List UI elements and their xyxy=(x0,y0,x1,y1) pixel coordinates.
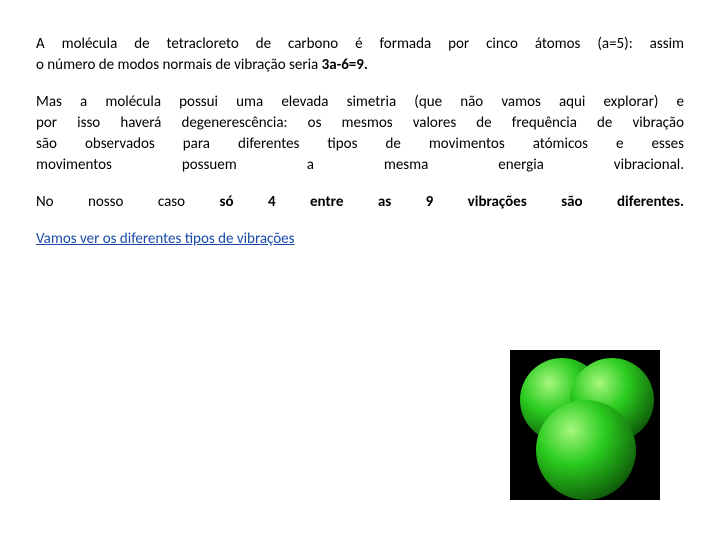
p3-line1: No nosso caso só 4 entre as 9 vibrações … xyxy=(36,192,684,213)
paragraph-1: A molécula de tetracloreto de carbono é … xyxy=(36,34,684,76)
p3-w8: vibrações xyxy=(468,192,527,213)
p2-l4-w5: vibracional. xyxy=(614,155,684,176)
vibrations-link[interactable]: Vamos ver os diferentes tipos de vibraçõ… xyxy=(36,230,295,248)
p3-w4: 4 xyxy=(268,192,276,213)
p3-w1: nosso xyxy=(88,192,123,213)
p2-l4-w0: movimentos xyxy=(36,155,112,176)
p3-w2: caso xyxy=(158,192,185,213)
p3-w0: No xyxy=(36,192,54,213)
p3-w5: entre xyxy=(310,192,343,213)
paragraph-link: Vamos ver os diferentes tipos de vibraçõ… xyxy=(36,229,684,250)
p2-l4-w1: possuem xyxy=(182,155,237,176)
p1-line1: A molécula de tetracloreto de carbono é … xyxy=(36,34,684,55)
p2-l4-w2: a xyxy=(307,155,314,176)
molecule-svg xyxy=(510,350,660,500)
p3-w6: as xyxy=(378,192,391,213)
p3-w7: 9 xyxy=(426,192,434,213)
p2-line3: são observados para diferentes tipos de … xyxy=(36,134,684,155)
paragraph-2: Mas a molécula possui uma elevada simetr… xyxy=(36,92,684,176)
p1-line2: o número de modos normais de vibração se… xyxy=(36,55,684,76)
p3-w3: só xyxy=(219,192,233,213)
molecule-image xyxy=(510,350,660,500)
p1-line2-text: o número de modos normais de vibração se… xyxy=(36,56,322,74)
p3-w9: são xyxy=(561,192,582,213)
p1-line2-bold: 3a-6=9. xyxy=(322,56,368,74)
p3-w10: diferentes. xyxy=(617,192,684,213)
p2-line1: Mas a molécula possui uma elevada simetr… xyxy=(36,92,684,113)
p2-line2: por isso haverá degenerescência: os mesm… xyxy=(36,113,684,134)
p2-l4-w3: mesma xyxy=(384,155,428,176)
p2-line4: movimentos possuem a mesma energia vibra… xyxy=(36,155,684,176)
paragraph-3: No nosso caso só 4 entre as 9 vibrações … xyxy=(36,192,684,213)
p2-l4-w4: energia xyxy=(498,155,544,176)
